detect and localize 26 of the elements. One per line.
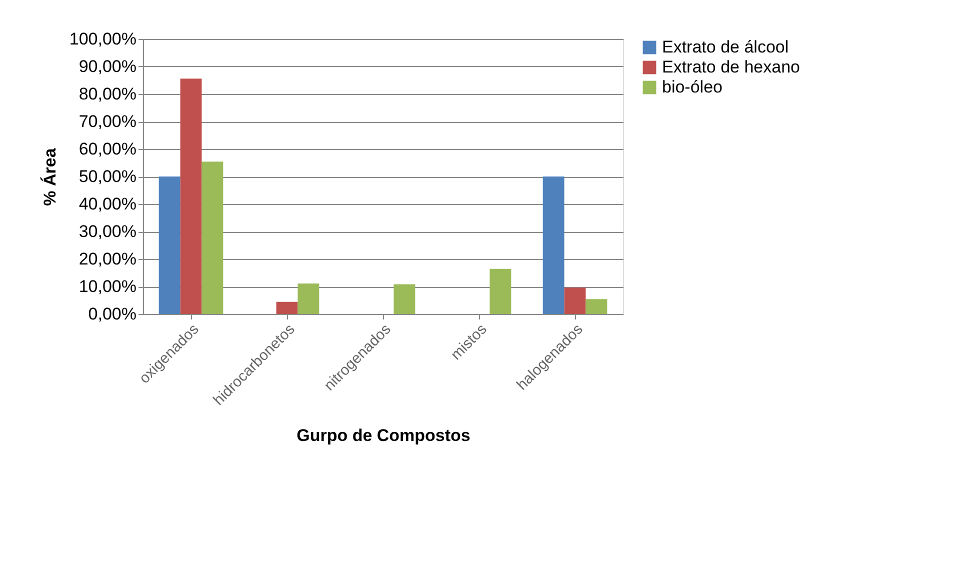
- bar: [298, 283, 320, 314]
- y-tick-label: 100,00%: [69, 30, 136, 48]
- y-tick-label: 20,00%: [78, 250, 136, 268]
- bar: [158, 176, 180, 314]
- y-axis-title: % Área: [39, 148, 60, 206]
- legend-label: Extrato de álcool: [662, 38, 789, 56]
- y-tick-label: 60,00%: [78, 140, 136, 158]
- x-axis-title: Gurpo de Compostos: [296, 426, 470, 446]
- legend-label: bio-óleo: [662, 78, 722, 96]
- y-tick-label: 70,00%: [78, 112, 136, 131]
- y-tick-label: 80,00%: [78, 84, 136, 104]
- bar: [276, 302, 298, 314]
- bar: [564, 288, 586, 314]
- y-tick-label: 50,00%: [78, 167, 136, 186]
- bar: [202, 162, 224, 314]
- y-tick-label: 0,00%: [88, 304, 136, 324]
- legend-label: Extrato de hexano: [662, 58, 800, 76]
- bar: [542, 176, 564, 314]
- y-tick-label: 30,00%: [78, 222, 136, 241]
- y-tick-label: 10,00%: [78, 277, 136, 296]
- y-tick-label: 40,00%: [78, 194, 136, 214]
- bar: [586, 299, 608, 314]
- bar: [394, 284, 416, 314]
- bar: [180, 78, 202, 314]
- y-tick-label: 90,00%: [78, 57, 136, 76]
- bar: [490, 268, 512, 314]
